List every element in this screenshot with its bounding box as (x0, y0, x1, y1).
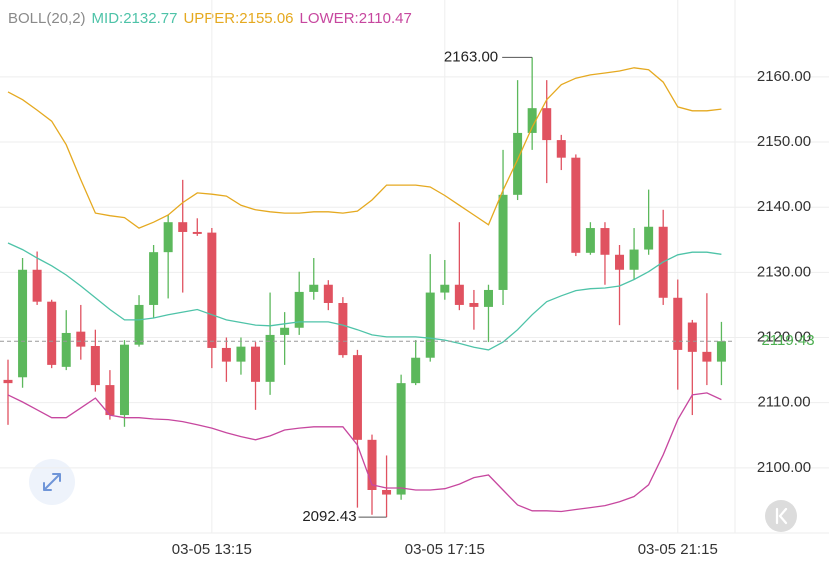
high-label: 2163.00 (444, 48, 498, 65)
x-tick-label: 03-05 13:15 (172, 541, 252, 558)
candle-body (425, 292, 435, 358)
candle-body (18, 269, 28, 378)
candle-body (440, 284, 450, 293)
scroll-latest-icon[interactable] (775, 507, 788, 525)
current-price-label: 2119.43 (761, 332, 814, 349)
y-tick-label: 2160.00 (757, 68, 811, 85)
grid (0, 0, 829, 533)
candle-body (483, 289, 493, 307)
scroll-latest-button[interactable] (765, 500, 797, 532)
y-tick-label: 2150.00 (757, 133, 811, 150)
candle-body (600, 228, 610, 255)
band-line (7, 392, 722, 513)
candle-body (192, 231, 202, 234)
candle-body (716, 341, 726, 362)
x-tick-label: 03-05 21:15 (638, 541, 718, 558)
legend-entry: MID:2132.77 (92, 10, 178, 27)
candle-body (294, 291, 304, 328)
candle-body (571, 157, 581, 253)
legend-title: BOLL(20,2) (8, 10, 86, 27)
candle-body (542, 108, 552, 141)
candle-body (513, 132, 523, 195)
x-tick-label: 03-05 17:15 (405, 541, 485, 558)
candle-body (61, 332, 71, 367)
candle-body (134, 304, 144, 345)
candle-body (527, 108, 537, 133)
candle-body (615, 254, 625, 270)
candle-body (469, 302, 479, 307)
y-tick-label: 2120.00 (757, 328, 811, 345)
candle-body (90, 345, 100, 386)
y-tick-label: 2140.00 (757, 198, 811, 215)
candle-body (119, 344, 129, 416)
band-line (7, 242, 722, 351)
candle-body (251, 346, 261, 382)
candle-body (673, 297, 683, 350)
candle-body (3, 379, 13, 384)
candle-body (76, 331, 86, 347)
candle-body (454, 284, 464, 305)
candle-body (382, 489, 392, 495)
low-label: 2092.43 (302, 508, 356, 525)
legend-entry: UPPER:2155.06 (183, 10, 293, 27)
marks (3, 57, 726, 518)
candle-body (221, 347, 231, 362)
candle-body (585, 228, 595, 253)
y-tick-label: 2110.00 (757, 394, 810, 411)
expand-button[interactable] (29, 459, 75, 505)
y-tick-label: 2130.00 (757, 263, 811, 280)
candle-body (323, 284, 333, 303)
candle-body (367, 439, 377, 490)
candle-body (644, 226, 654, 250)
candle-body (702, 351, 712, 362)
candle-body (280, 327, 290, 335)
candle-body (556, 140, 566, 158)
expand-icon[interactable] (43, 473, 61, 491)
candle-body (629, 249, 639, 270)
candle-body (309, 284, 319, 292)
candle-body (47, 301, 57, 365)
y-tick-label: 2100.00 (757, 459, 811, 476)
candle-body (207, 232, 217, 348)
candle-body (32, 269, 42, 302)
candle-body (352, 355, 362, 440)
candle-body (163, 222, 173, 253)
candle-body (411, 357, 421, 384)
legend-entry: LOWER:2110.47 (300, 10, 412, 27)
candle-body (149, 252, 159, 305)
candle-body (498, 194, 508, 290)
candle-body (236, 346, 246, 362)
candle-body (265, 334, 275, 382)
candle-body (105, 385, 115, 416)
candle-body (396, 383, 406, 495)
band-line (7, 67, 722, 229)
candle-body (687, 322, 697, 352)
indicator-legend: BOLL(20,2) MID:2132.77 UPPER:2155.06 LOWER:… (8, 10, 412, 27)
candle-body (338, 302, 348, 356)
candle-body (178, 222, 188, 232)
